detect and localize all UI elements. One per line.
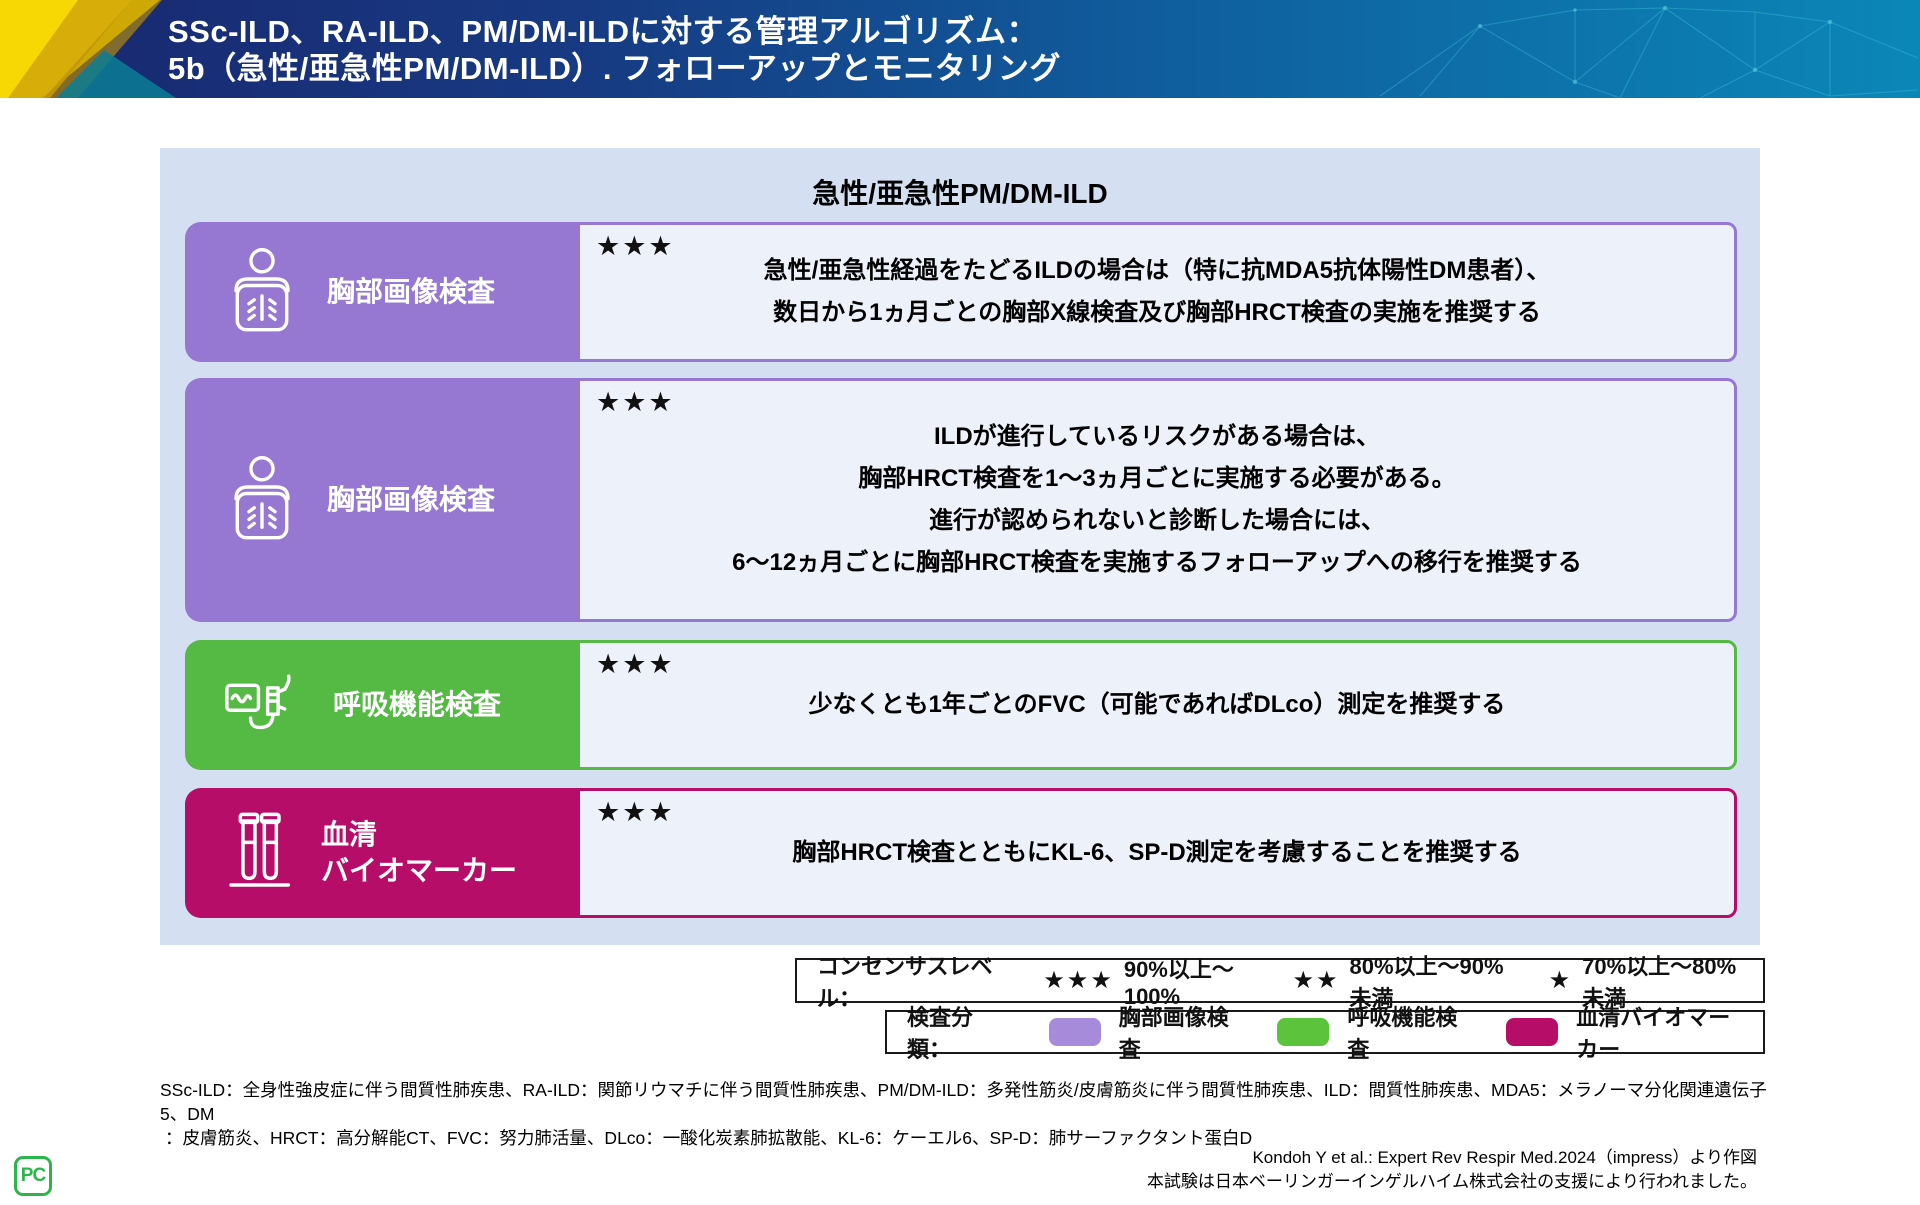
text-line: 胸部HRCT検査とともにKL-6、SP-D測定を考慮することを推奨する: [792, 839, 1522, 866]
text-line: 進行が認められないと診断した場合には、: [929, 507, 1385, 534]
text-line: 6〜12ヵ月ごとに胸部HRCT検査を実施するフォローアップへの移行を推奨する: [732, 549, 1582, 576]
three-stars-icon: ★★★: [1043, 967, 1114, 994]
category-legend-label: 検査分類：: [907, 1005, 974, 1062]
text-line: ILDが進行しているリスクがある場合は、: [934, 423, 1380, 450]
category-item-imaging: 胸部画像検査: [1048, 1000, 1230, 1064]
chest-xray-icon: [223, 454, 301, 546]
slide-title-line2: 5b（急性/亜急性PM/DM-ILD）. フォローアップとモニタリング: [168, 51, 1061, 86]
footnote-line2: ：皮膚筋炎、HRCT：高分解能CT、FVC：努力肺活量、DLco：一酸化炭素肺拡…: [165, 1128, 1253, 1148]
recommendation-text: ILDが進行しているリスクがある場合は、 胸部HRCT検査を1〜3ヵ月ごとに実施…: [580, 381, 1734, 619]
spirometry-icon: [223, 669, 307, 741]
one-star-icon: ★: [1548, 967, 1573, 994]
category-label-box: 胸部画像検査: [185, 222, 577, 362]
slide-title: SSc-ILD、RA-ILD、PM/DM-ILDに対する管理アルゴリズム： 5b…: [168, 13, 1061, 87]
recommendation-box: ★★★ 少なくとも1年ごとのFVC（可能であればDLco）測定を推奨する: [577, 640, 1737, 770]
text-line: 少なくとも1年ごとのFVC（可能であればDLco）測定を推奨する: [808, 691, 1506, 718]
row-serum-biomarker: 血清 バイオマーカー ★★★ 胸部HRCT検査とともにKL-6、SP-D測定を考…: [185, 788, 1737, 918]
citation-sponsor: 本試験は日本ベーリンガーインゲルハイム株式会社の支援により行われました。: [1146, 1172, 1757, 1191]
magenta-swatch: [1506, 1018, 1559, 1046]
recommendation-text: 急性/亜急性経過をたどるILDの場合は（特に抗MDA5抗体陽性DM患者）、 数日…: [580, 225, 1734, 359]
pc-logo: PC: [14, 1156, 52, 1196]
category-name: 血清 バイオマーカー: [321, 818, 518, 886]
abbreviation-footnote: SSc-ILD：全身性強皮症に伴う間質性肺疾患、RA-ILD：関節リウマチに伴う…: [160, 1078, 1780, 1150]
test-category-legend: 検査分類： 胸部画像検査 呼吸機能検査 血清バイオマーカー: [885, 1005, 1765, 1062]
consensus-level-legend: コンセンサスレベル： ★★★ 90%以上〜100% ★★ 80%以上〜90%未満…: [795, 954, 1765, 1011]
two-stars-icon: ★★: [1292, 967, 1340, 994]
text-line: 急性/亜急性経過をたどるILDの場合は（特に抗MDA5抗体陽性DM患者）、: [763, 257, 1551, 284]
category-item-biomarker: 血清バイオマーカー: [1506, 1000, 1743, 1064]
category-name: 胸部画像検査: [327, 275, 496, 307]
citation: Kondoh Y et al.: Expert Rev Respir Med.2…: [1147, 1146, 1757, 1194]
algorithm-panel: 急性/亜急性PM/DM-ILD 胸部画像検査 ★★★ 急性/亜急性経過をたどるI…: [160, 148, 1760, 945]
category-name: 呼吸機能検査: [333, 688, 502, 720]
recommendation-box: ★★★ 胸部HRCT検査とともにKL-6、SP-D測定を考慮することを推奨する: [577, 788, 1737, 918]
category-label-box: 呼吸機能検査: [185, 640, 577, 770]
consensus-item-2-stars: ★★ 80%以上〜90%未満: [1292, 949, 1506, 1013]
recommendation-text: 少なくとも1年ごとのFVC（可能であればDLco）測定を推奨する: [580, 643, 1734, 767]
purple-swatch: [1048, 1018, 1101, 1046]
consensus-item-1-star: ★ 70%以上〜80%未満: [1549, 949, 1743, 1013]
text-line: 胸部HRCT検査を1〜3ヵ月ごとに実施する必要がある。: [858, 465, 1456, 492]
slide-header: SSc-ILD、RA-ILD、PM/DM-ILDに対する管理アルゴリズム： 5b…: [0, 0, 1920, 98]
category-name: 血清バイオマーカー: [1576, 1005, 1731, 1062]
text-line: 数日から1ヵ月ごとの胸部X線検査及び胸部HRCT検査の実施を推奨する: [773, 299, 1541, 326]
network-pattern-decoration: [1379, 5, 1919, 98]
citation-source: Kondoh Y et al.: Expert Rev Respir Med.2…: [1252, 1148, 1757, 1167]
consensus-stars: ★★★: [596, 797, 675, 827]
recommendation-text: 胸部HRCT検査とともにKL-6、SP-D測定を考慮することを推奨する: [580, 791, 1734, 915]
consensus-stars: ★★★: [596, 649, 675, 679]
consensus-range: 90%以上〜100%: [1123, 956, 1234, 1009]
consensus-stars: ★★★: [596, 387, 675, 417]
category-name: 胸部画像検査: [1118, 1005, 1229, 1062]
green-swatch: [1277, 1018, 1330, 1046]
recommendation-box: ★★★ ILDが進行しているリスクがある場合は、 胸部HRCT検査を1〜3ヵ月ご…: [577, 378, 1737, 622]
test-tubes-icon: [223, 810, 295, 896]
category-label-box: 血清 バイオマーカー: [185, 788, 577, 918]
footnote-line1: SSc-ILD：全身性強皮症に伴う間質性肺疾患、RA-ILD：関節リウマチに伴う…: [160, 1080, 1767, 1124]
row-chest-imaging-1: 胸部画像検査 ★★★ 急性/亜急性経過をたどるILDの場合は（特に抗MDA5抗体…: [185, 222, 1737, 362]
consensus-stars: ★★★: [596, 231, 675, 261]
chest-xray-icon: [223, 246, 301, 338]
category-name: 呼吸機能検査: [1347, 1005, 1458, 1062]
slide-title-line1: SSc-ILD、RA-ILD、PM/DM-ILDに対する管理アルゴリズム：: [168, 14, 1039, 49]
row-chest-imaging-2: 胸部画像検査 ★★★ ILDが進行しているリスクがある場合は、 胸部HRCT検査…: [185, 378, 1737, 622]
recommendation-box: ★★★ 急性/亜急性経過をたどるILDの場合は（特に抗MDA5抗体陽性DM患者）…: [577, 222, 1737, 362]
consensus-range: 70%以上〜80%未満: [1582, 953, 1737, 1011]
category-item-pulmonary: 呼吸機能検査: [1277, 1000, 1458, 1064]
row-pulmonary-function: 呼吸機能検査 ★★★ 少なくとも1年ごとのFVC（可能であればDLco）測定を推…: [185, 640, 1737, 770]
panel-title: 急性/亜急性PM/DM-ILD: [812, 178, 1108, 209]
consensus-item-3-stars: ★★★ 90%以上〜100%: [1043, 952, 1250, 1010]
category-label-box: 胸部画像検査: [185, 378, 577, 622]
consensus-range: 80%以上〜90%未満: [1349, 953, 1504, 1011]
consensus-legend-label: コンセンサスレベル：: [817, 953, 993, 1011]
category-name: 胸部画像検査: [327, 483, 496, 515]
